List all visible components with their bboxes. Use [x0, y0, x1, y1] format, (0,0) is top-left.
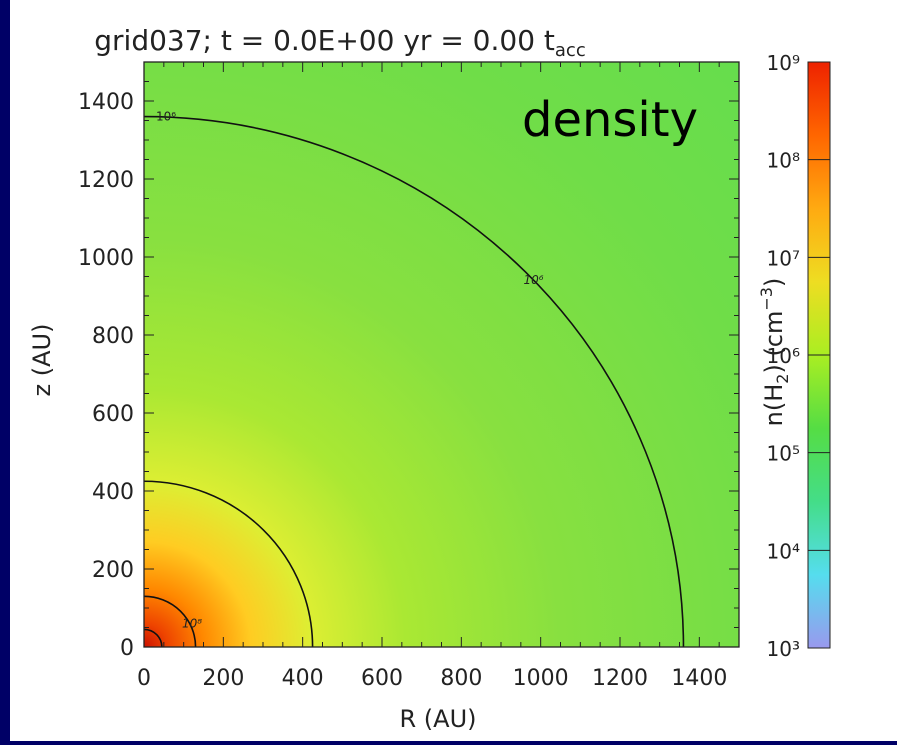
density-field: [144, 62, 739, 647]
contour-line: [144, 115, 685, 647]
contour-line: [144, 628, 163, 647]
panel-label: density: [522, 92, 698, 148]
colorbar-tick-label: 10⁷: [767, 246, 800, 270]
y-tick-label: 600: [92, 402, 134, 427]
x-tick-label: 800: [440, 666, 482, 691]
y-tick-label: 800: [92, 324, 134, 349]
y-axis-label: z (AU): [28, 324, 56, 397]
chart-title: grid037; t = 0.0E+00 yr = 0.00 tacc: [94, 24, 585, 61]
x-tick-label: 200: [202, 666, 244, 691]
y-tick-label: 1000: [78, 246, 134, 271]
colorbar-tick-label: 10⁶: [767, 344, 800, 368]
y-tick-label: 1400: [78, 90, 134, 115]
contour-label: 10⁶: [524, 273, 544, 287]
contour-line: [144, 595, 197, 647]
colorbar-tick-label: 10⁵: [767, 442, 800, 466]
x-tick-label: 600: [361, 666, 403, 691]
x-axis-label: R (AU): [399, 705, 476, 733]
density-chart: 10⁶ 10⁶ 10⁸ 0 200 400 600 800 1000 1200 1400 0 200 40…: [28, 24, 831, 733]
x-tick-label: 1400: [671, 666, 727, 691]
colorbar-tick-label: 10⁹: [767, 51, 800, 75]
y-tick-label: 0: [120, 636, 134, 661]
contour-label: 10⁶: [156, 110, 176, 124]
x-tick-label: 1000: [513, 666, 569, 691]
y-tick-label: 400: [92, 480, 134, 505]
y-tick-label: 200: [92, 558, 134, 583]
colorbar-tick-label: 10⁴: [767, 539, 800, 563]
colorbar-label: n(H2) (cm−3): [757, 278, 792, 427]
x-tick-label: 1200: [592, 666, 648, 691]
colorbar-tick-label: 10⁸: [767, 149, 800, 173]
y-tick-label: 1200: [78, 168, 134, 193]
x-tick-label: 0: [137, 666, 151, 691]
contour-label: 10⁸: [182, 617, 202, 631]
title-subscript: acc: [555, 40, 586, 61]
figure-panel: 10⁶ 10⁶ 10⁸ 0 200 400 600 800 1000 1200 1400 0 200 40…: [10, 0, 897, 741]
contour-line: [144, 480, 314, 647]
x-tick-label: 400: [282, 666, 324, 691]
colorbar-tick-label: 10³: [767, 637, 800, 661]
